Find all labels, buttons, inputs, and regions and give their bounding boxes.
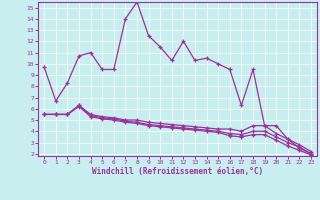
X-axis label: Windchill (Refroidissement éolien,°C): Windchill (Refroidissement éolien,°C) bbox=[92, 167, 263, 176]
